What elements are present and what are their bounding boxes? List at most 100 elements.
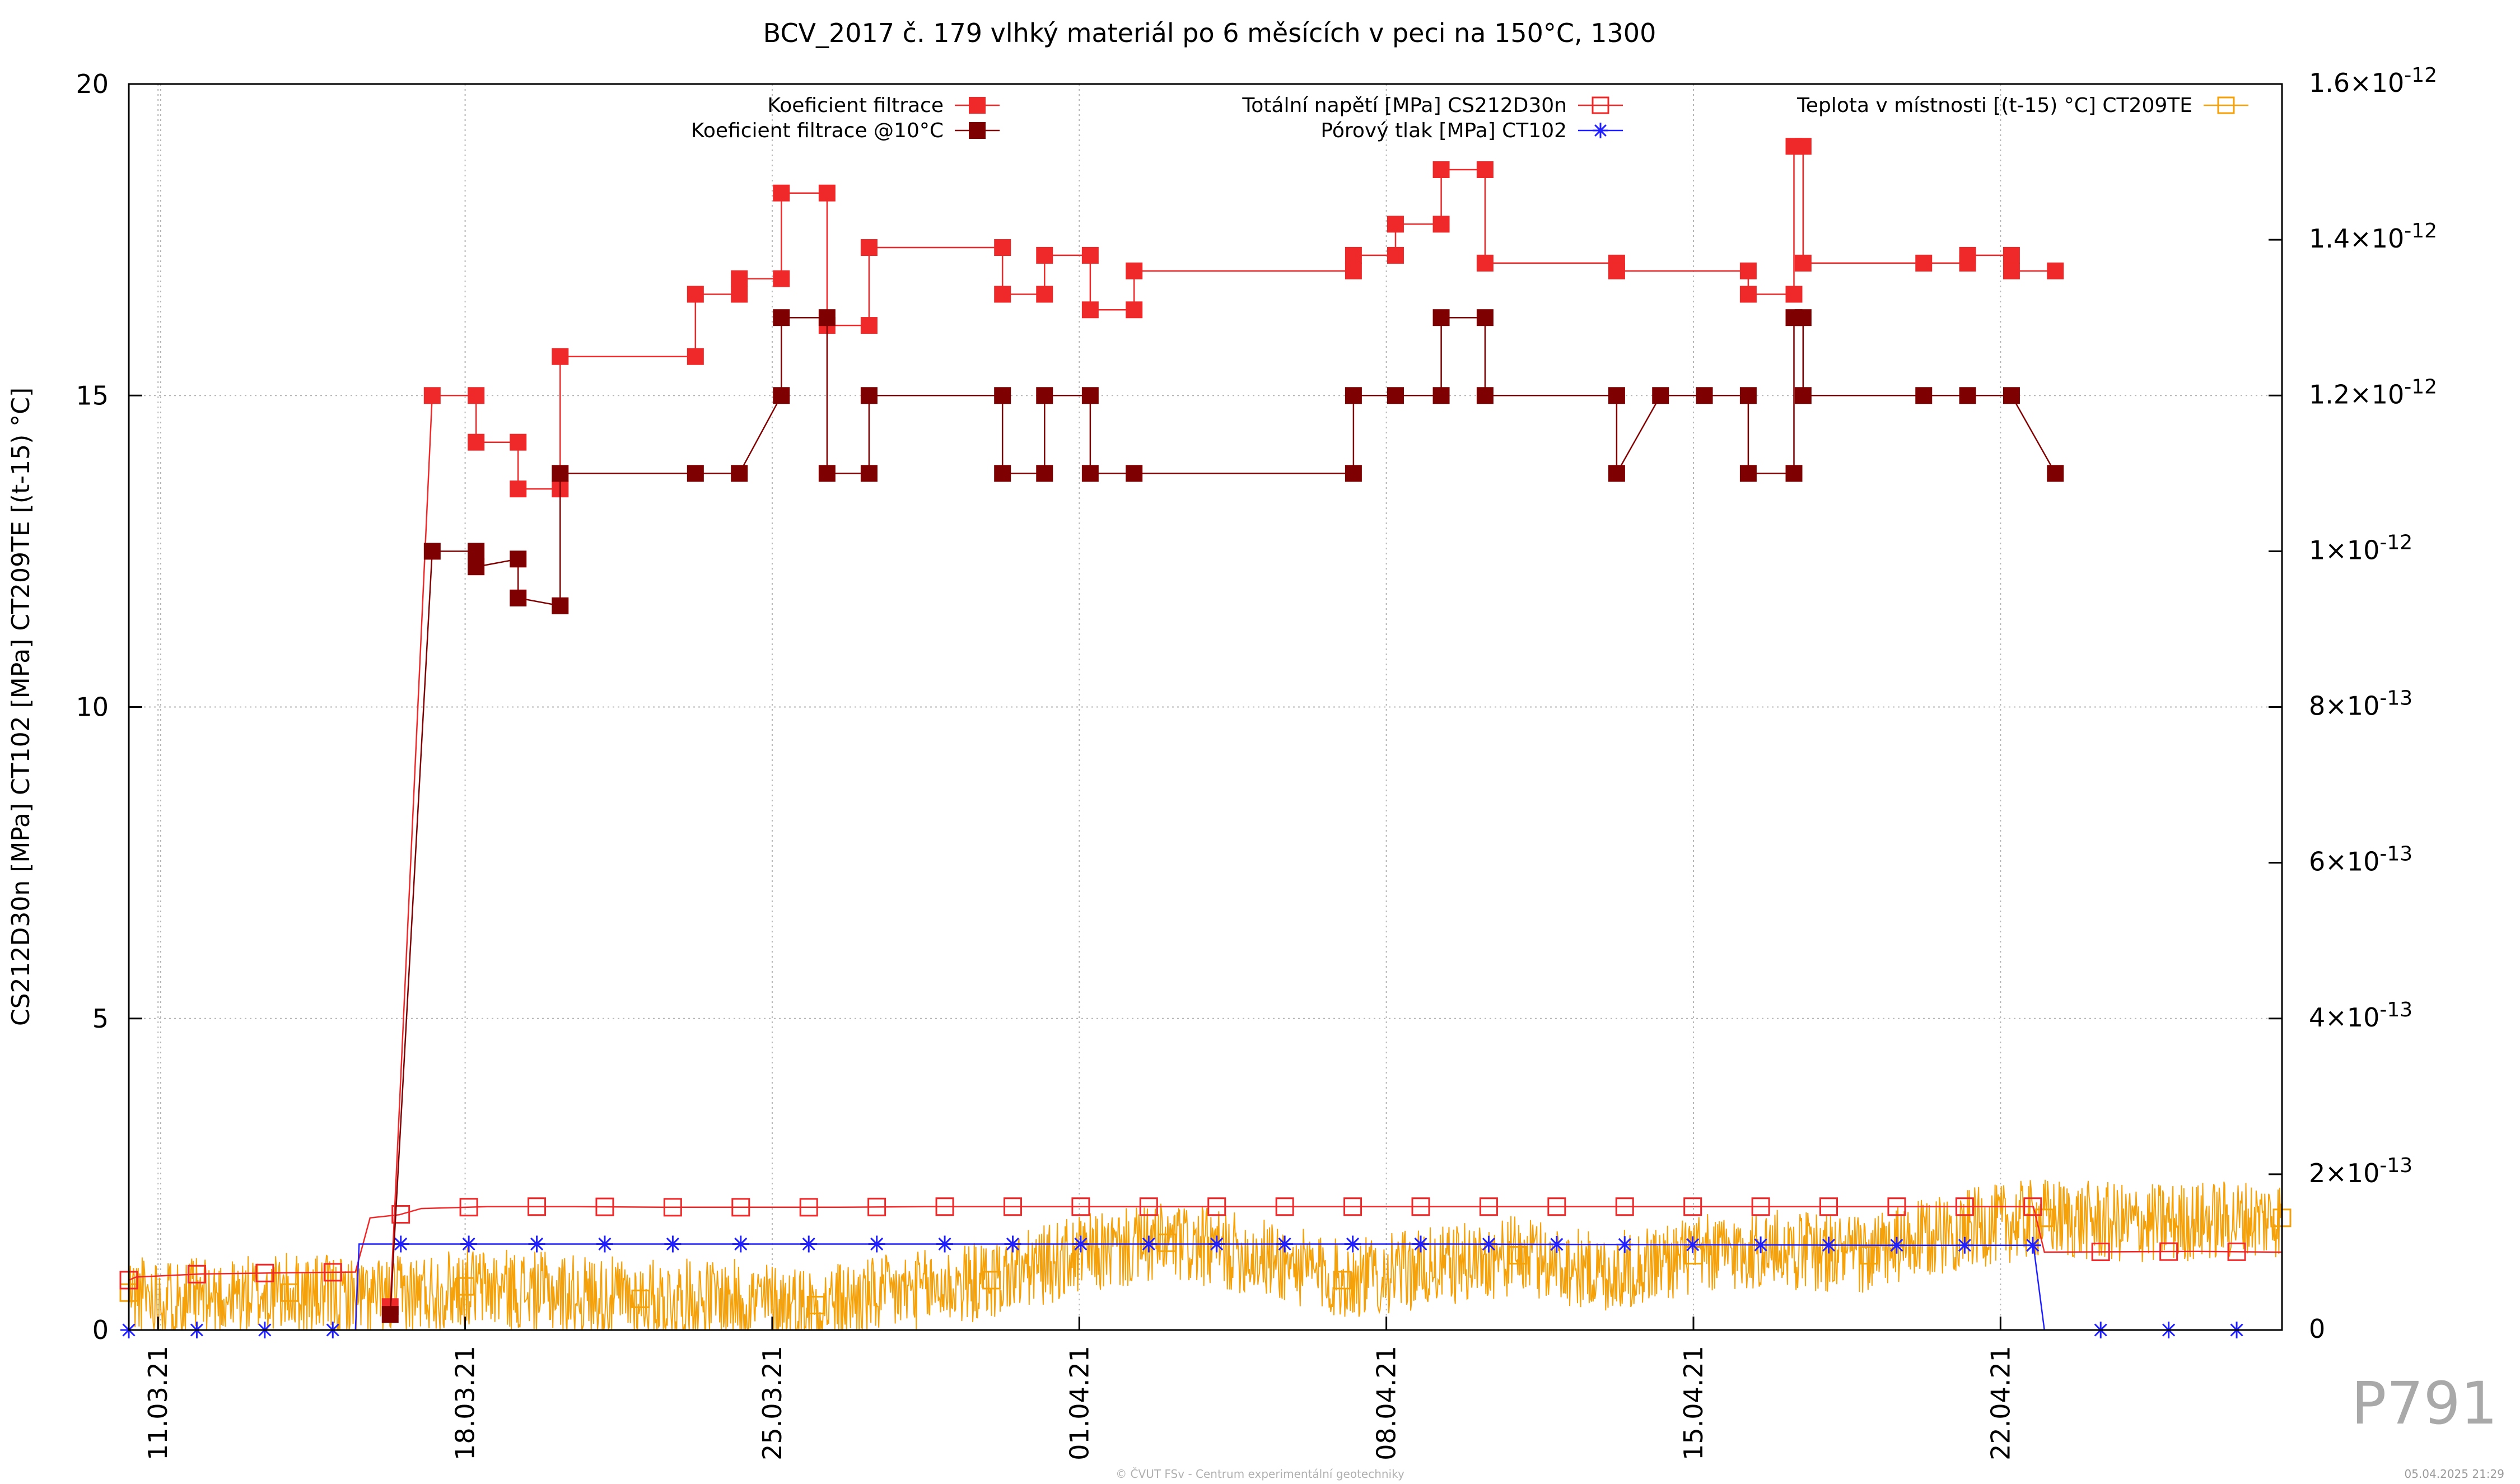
series-marker	[868, 1235, 885, 1253]
marker-stroke	[1686, 1238, 1700, 1252]
marker-stroke	[734, 1237, 748, 1251]
series-marker	[187, 1264, 206, 1284]
y-tick-label: 20	[76, 69, 109, 99]
series-marker	[818, 184, 836, 202]
temperature-marker	[982, 1271, 1001, 1290]
series-marker	[528, 1235, 545, 1253]
series-marker	[1036, 387, 1053, 404]
legend-item: Teplota v místnosti [(t-15) °C] CT209TE	[1796, 94, 2248, 117]
temperature-line	[128, 1179, 2282, 1332]
series-marker	[1608, 387, 1625, 404]
series-marker	[1480, 1235, 1497, 1253]
series-marker	[2091, 1243, 2110, 1262]
series-marker	[1344, 1235, 1361, 1253]
series-marker	[687, 348, 704, 365]
marker-stroke	[802, 1237, 815, 1251]
series-marker	[323, 1263, 342, 1282]
series-marker	[552, 597, 569, 614]
marker-stroke	[1618, 1238, 1631, 1251]
y2-tick-label: 8×10-13	[2309, 687, 2412, 721]
series-marker	[1081, 465, 1099, 482]
x-tick-label: 08.04.21	[1371, 1346, 1402, 1460]
y2-tick-label: 1.2×10-12	[2309, 375, 2437, 409]
series-marker	[423, 543, 441, 560]
temperature-marker	[806, 1296, 825, 1314]
marker-stroke	[1754, 1238, 1767, 1252]
series-marker	[510, 433, 527, 451]
series-marker	[773, 309, 790, 326]
series-marker	[468, 387, 485, 404]
timestamp: 05.04.2025 21:29	[2404, 1467, 2504, 1481]
series-marker	[1345, 262, 1362, 279]
marker-stroke	[1278, 1237, 1291, 1251]
marker-stroke	[1958, 1239, 1971, 1252]
series-marker	[1081, 246, 1099, 264]
series-marker	[1126, 262, 1143, 279]
legend-item: Koeficient filtrace @10°C	[691, 119, 1000, 142]
series-marker	[1208, 1235, 1225, 1253]
series-marker	[1411, 1197, 1430, 1216]
x-tick-label: 11.03.21	[143, 1346, 173, 1460]
series-marker	[1387, 387, 1404, 404]
series-line	[389, 316, 2056, 1315]
series-marker	[1751, 1197, 1770, 1216]
marker-stroke	[462, 1237, 475, 1251]
series-marker	[1387, 246, 1404, 264]
series-marker	[1036, 286, 1053, 303]
series-marker	[773, 387, 790, 404]
series-0	[381, 138, 2064, 1315]
series-3	[120, 1235, 2282, 1338]
series-marker	[392, 1235, 409, 1253]
series-marker	[1432, 309, 1450, 326]
series-marker	[1432, 216, 1450, 233]
series-marker	[1794, 309, 1812, 326]
y2-tick-label: 0	[2309, 1314, 2325, 1344]
chart-title: BCV_2017 č. 179 vlhký materiál po 6 měsí…	[763, 18, 1656, 48]
series-marker	[1343, 1197, 1362, 1216]
y2-tick-label: 6×10-13	[2309, 843, 2412, 877]
series-marker	[2003, 262, 2020, 279]
series-marker	[1739, 387, 1757, 404]
temperature-marker	[1158, 1233, 1177, 1252]
series-marker	[2047, 262, 2064, 279]
series-marker	[1476, 254, 1494, 272]
legend-marker	[969, 97, 986, 114]
series-marker	[391, 1205, 410, 1224]
legend-item: Totální napětí [MPa] CS212D30n	[1242, 94, 1623, 117]
series-marker	[1959, 387, 1976, 404]
y2-tick-label: 2×10-13	[2309, 1154, 2412, 1188]
series-marker	[1887, 1197, 1906, 1216]
series-marker	[731, 286, 748, 303]
legend-marker	[969, 122, 986, 139]
series-marker	[255, 1263, 274, 1282]
x-tick-label: 25.03.21	[757, 1346, 787, 1460]
series-marker	[664, 1235, 682, 1253]
series-marker	[732, 1235, 749, 1253]
series-marker	[2024, 1236, 2041, 1254]
series-marker	[1071, 1197, 1090, 1216]
marker-stroke	[1006, 1237, 1020, 1251]
watermark-id: P791	[2351, 1369, 2498, 1438]
series-marker	[860, 465, 878, 482]
y2-tick-label: 1.4×10-12	[2309, 220, 2437, 254]
series-marker	[1955, 1197, 1974, 1216]
temperature-marker	[1333, 1271, 1352, 1290]
marker-stroke	[2026, 1239, 2040, 1252]
y2-tick-label: 1.6×10-12	[2309, 64, 2437, 98]
series-marker	[1126, 465, 1143, 482]
series-marker	[687, 465, 704, 482]
series-marker	[1652, 387, 1669, 404]
legend-label: Teplota v místnosti [(t-15) °C] CT209TE	[1796, 94, 2192, 117]
series-marker	[860, 239, 878, 256]
series-marker	[731, 270, 748, 287]
series-marker	[596, 1235, 613, 1253]
series-marker	[994, 465, 1011, 482]
series-marker	[1081, 301, 1099, 319]
temperature-marker	[1509, 1246, 1528, 1264]
series-marker	[773, 184, 790, 202]
series-marker	[1081, 387, 1099, 404]
marker-stroke	[394, 1237, 408, 1251]
series-marker	[1479, 1197, 1498, 1216]
series-marker	[1820, 1236, 1837, 1254]
series-marker	[1476, 309, 1494, 326]
